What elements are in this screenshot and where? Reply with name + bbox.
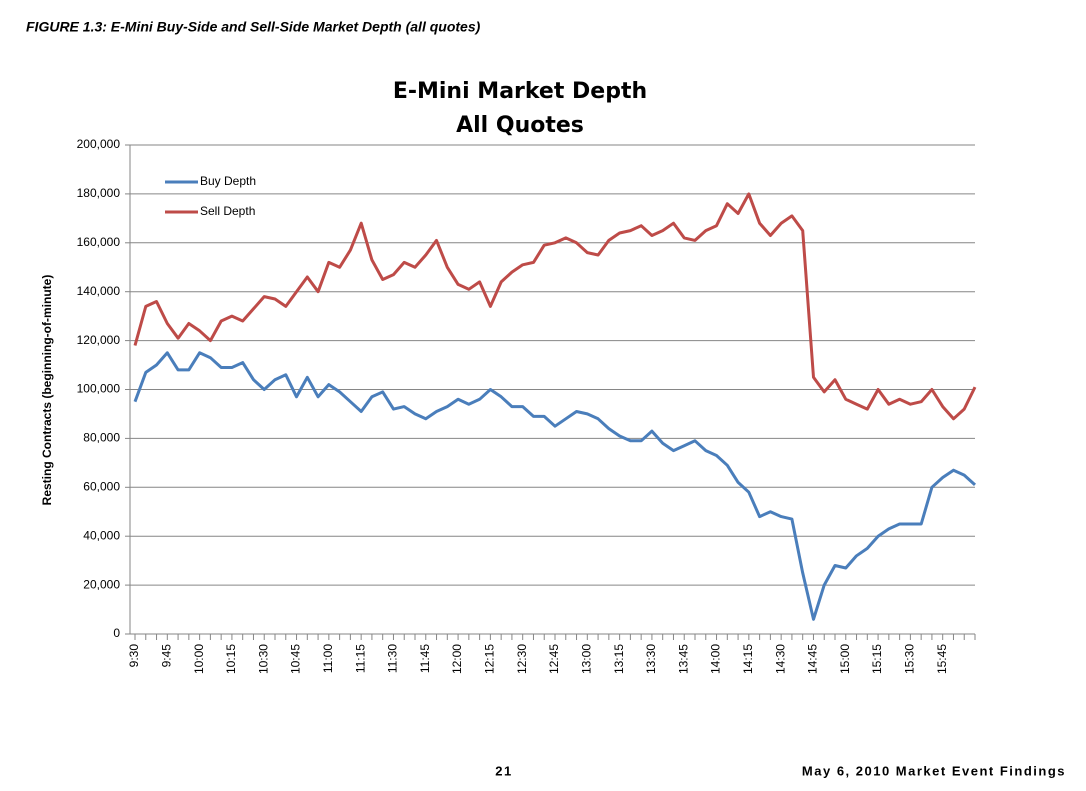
y-tick-label: 140,000 — [77, 284, 121, 298]
x-tick-label: 15:30 — [903, 644, 917, 674]
legend-label: Sell Depth — [200, 204, 255, 218]
y-tick-label: 60,000 — [83, 479, 120, 493]
y-tick-label: 40,000 — [83, 528, 120, 542]
x-tick-label: 11:30 — [386, 644, 400, 673]
x-tick-label: 13:30 — [644, 644, 658, 674]
figure-caption: FIGURE 1.3: E-Mini Buy-Side and Sell-Sid… — [26, 19, 481, 35]
x-tick-label: 15:45 — [935, 644, 949, 674]
y-tick-label: 100,000 — [77, 382, 121, 396]
x-tick-label: 13:00 — [579, 644, 593, 674]
y-tick-label: 120,000 — [77, 333, 121, 347]
footer-text: May 6, 2010 Market Event Findings — [802, 763, 1066, 778]
x-tick-label: 15:15 — [870, 644, 884, 674]
x-tick-label: 11:45 — [418, 644, 432, 673]
y-tick-label: 200,000 — [77, 137, 121, 151]
y-axis-label: Resting Contracts (beginning-of-minute) — [40, 275, 54, 506]
x-tick-label: 9:45 — [159, 644, 173, 668]
page-number: 21 — [495, 763, 512, 778]
x-tick-label: 13:15 — [612, 644, 626, 674]
x-tick-label: 10:00 — [192, 644, 206, 674]
x-tick-label: 14:45 — [806, 644, 820, 674]
data-line — [133, 351, 977, 621]
x-tick-label: 15:00 — [838, 644, 852, 674]
y-tick-label: 0 — [113, 626, 120, 640]
x-tick-label: 10:30 — [256, 644, 270, 674]
y-tick-label: 180,000 — [77, 186, 121, 200]
x-tick-label: 12:30 — [515, 644, 529, 674]
x-tick-label: 11:00 — [321, 644, 335, 673]
x-tick-label: 10:15 — [224, 644, 238, 674]
x-tick-label: 14:30 — [773, 644, 787, 674]
x-tick-label: 14:00 — [709, 644, 723, 674]
y-tick-label: 80,000 — [83, 431, 120, 445]
x-tick-label: 14:15 — [741, 644, 755, 674]
chart-title: E-Mini Market Depth — [393, 79, 647, 104]
x-tick-label: 12:00 — [450, 644, 464, 674]
x-tick-label: 13:45 — [676, 644, 690, 674]
legend-label: Buy Depth — [200, 174, 256, 188]
y-tick-label: 20,000 — [83, 577, 120, 591]
x-tick-label: 12:15 — [483, 644, 497, 674]
x-tick-label: 12:45 — [547, 644, 561, 674]
x-tick-label: 9:30 — [127, 644, 141, 668]
data-line — [133, 192, 977, 421]
y-tick-label: 160,000 — [77, 235, 121, 249]
chart-subtitle: All Quotes — [456, 113, 584, 138]
x-tick-label: 10:45 — [289, 644, 303, 674]
x-tick-label: 11:15 — [353, 644, 367, 673]
